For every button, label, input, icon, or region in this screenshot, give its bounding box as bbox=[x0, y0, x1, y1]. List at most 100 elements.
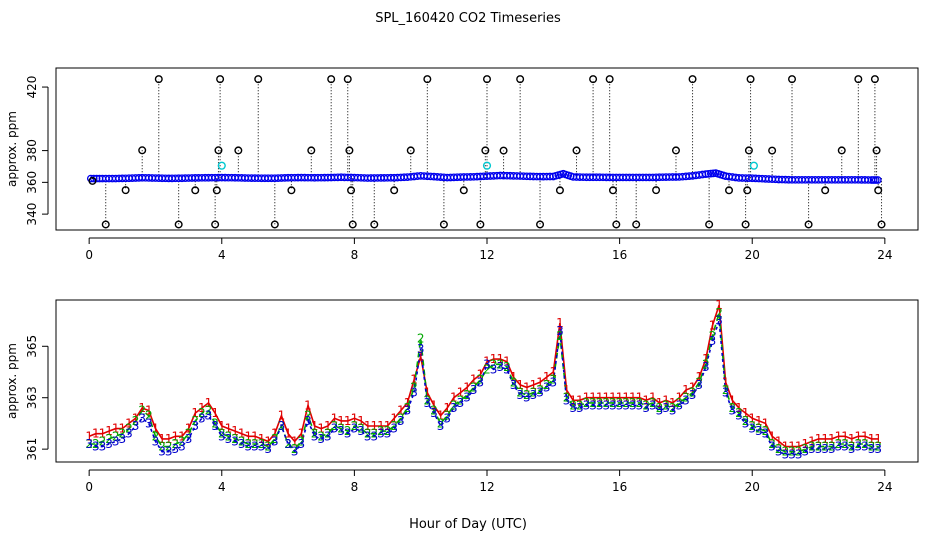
series-1-marker: 1 bbox=[762, 416, 770, 430]
series-1-marker: 1 bbox=[112, 422, 120, 436]
raw-point bbox=[390, 186, 399, 195]
series-1-marker: 1 bbox=[417, 350, 425, 364]
series-1-marker: 1 bbox=[503, 355, 511, 369]
series-2-marker: 2 bbox=[118, 427, 126, 441]
series-1-marker: 1 bbox=[855, 429, 863, 443]
series-2-marker: 2 bbox=[569, 398, 577, 412]
series-2-marker: 2 bbox=[138, 404, 146, 418]
series-3-marker: 3 bbox=[172, 442, 180, 456]
series-3-marker: 3 bbox=[271, 434, 279, 448]
series-2-marker: 2 bbox=[404, 401, 412, 415]
series-3-marker: 3 bbox=[231, 434, 239, 448]
raw-point bbox=[481, 146, 490, 155]
raw-point bbox=[821, 186, 830, 195]
raw-point bbox=[743, 186, 752, 195]
series-2-marker: 2 bbox=[477, 373, 485, 387]
raw-point bbox=[877, 220, 886, 229]
raw-point bbox=[423, 75, 432, 84]
series-1-marker: 1 bbox=[298, 427, 306, 441]
series-3-marker: 3 bbox=[775, 445, 783, 459]
series-3-marker: 3 bbox=[211, 419, 219, 433]
raw-point bbox=[705, 220, 714, 229]
series-3-marker: 3 bbox=[118, 432, 126, 446]
series-2-marker: 2 bbox=[629, 396, 637, 410]
series-1-marker: 1 bbox=[755, 414, 763, 428]
series-1-marker: 1 bbox=[225, 422, 233, 436]
series-2-marker: 2 bbox=[808, 440, 816, 454]
series-1-marker: 1 bbox=[622, 391, 630, 405]
y-tick-label: 361 bbox=[25, 438, 39, 461]
series-3-marker: 3 bbox=[337, 424, 345, 438]
raw-point bbox=[476, 220, 485, 229]
series-3-marker: 3 bbox=[868, 442, 876, 456]
series-2-marker: 2 bbox=[92, 437, 100, 451]
series-3-marker: 3 bbox=[722, 386, 730, 400]
series-1-marker: 1 bbox=[483, 355, 491, 369]
series-2-marker: 2 bbox=[450, 398, 458, 412]
series-2-marker: 2 bbox=[344, 424, 352, 438]
series-3-marker: 3 bbox=[125, 427, 133, 441]
series-2-marker: 2 bbox=[105, 432, 113, 446]
series-2-marker: 2 bbox=[722, 383, 730, 397]
series-3-marker: 3 bbox=[450, 401, 458, 415]
series-2-marker: 2 bbox=[503, 360, 511, 374]
series-1-marker: 1 bbox=[105, 424, 113, 438]
series-1-marker: 1 bbox=[649, 391, 657, 405]
series-1-marker: 1 bbox=[344, 414, 352, 428]
series-3-marker: 3 bbox=[563, 393, 571, 407]
series-1-marker: 1 bbox=[868, 432, 876, 446]
raw-point bbox=[88, 176, 97, 185]
series-2-marker: 2 bbox=[278, 419, 286, 433]
series-1-marker: 1 bbox=[311, 419, 319, 433]
series-2-marker: 2 bbox=[695, 375, 703, 389]
series-1-marker: 1 bbox=[470, 373, 478, 387]
x-tick-label: 24 bbox=[877, 248, 892, 262]
series-3-marker: 3 bbox=[404, 404, 412, 418]
series-2-marker: 2 bbox=[145, 409, 153, 423]
raw-point bbox=[370, 220, 379, 229]
series-2-marker: 2 bbox=[689, 386, 697, 400]
series-3-marker: 3 bbox=[351, 422, 359, 436]
y-tick-label: 420 bbox=[25, 76, 39, 99]
series-3-marker: 3 bbox=[424, 396, 432, 410]
series-3-marker: 3 bbox=[191, 419, 199, 433]
series-1-marker: 1 bbox=[477, 368, 485, 382]
x-tick-label: 0 bbox=[85, 248, 93, 262]
series-3-marker: 3 bbox=[477, 375, 485, 389]
x-tick-label: 16 bbox=[612, 480, 627, 494]
raw-point bbox=[459, 186, 468, 195]
series-1-marker: 1 bbox=[828, 432, 836, 446]
series-2-marker: 2 bbox=[271, 432, 279, 446]
series-3-marker: 3 bbox=[205, 409, 213, 423]
x-tick-label: 20 bbox=[745, 248, 760, 262]
series-2-marker: 2 bbox=[198, 406, 206, 420]
series-3-marker: 3 bbox=[443, 411, 451, 425]
x-tick-label: 16 bbox=[612, 248, 627, 262]
series-3-marker: 3 bbox=[152, 434, 160, 448]
series-2-marker: 2 bbox=[298, 434, 306, 448]
series-3-marker: 3 bbox=[656, 404, 664, 418]
series-3-marker: 3 bbox=[85, 437, 93, 451]
x-tick-label: 8 bbox=[351, 480, 359, 494]
raw-point bbox=[214, 146, 223, 155]
series-1-marker: 1 bbox=[490, 352, 498, 366]
series-3-marker: 3 bbox=[470, 383, 478, 397]
series-1-marker: 1 bbox=[191, 406, 199, 420]
series-2-marker: 2 bbox=[397, 411, 405, 425]
series-2-marker: 2 bbox=[337, 422, 345, 436]
raw-point bbox=[212, 186, 221, 195]
plot-frame bbox=[55, 67, 919, 231]
flagged-point bbox=[482, 161, 492, 170]
series-1-marker: 1 bbox=[410, 373, 418, 387]
series-2-marker: 2 bbox=[165, 440, 173, 454]
series-3-marker: 3 bbox=[782, 447, 790, 461]
series-2-marker: 2 bbox=[609, 396, 617, 410]
series-2-marker: 2 bbox=[855, 437, 863, 451]
x-tick-label: 12 bbox=[479, 480, 494, 494]
series-1-marker: 1 bbox=[370, 419, 378, 433]
series-1-marker: 1 bbox=[782, 440, 790, 454]
series-2-marker: 2 bbox=[304, 409, 312, 423]
series-2-marker: 2 bbox=[185, 427, 193, 441]
series-2-marker: 2 bbox=[788, 445, 796, 459]
series-1-marker: 1 bbox=[211, 406, 219, 420]
